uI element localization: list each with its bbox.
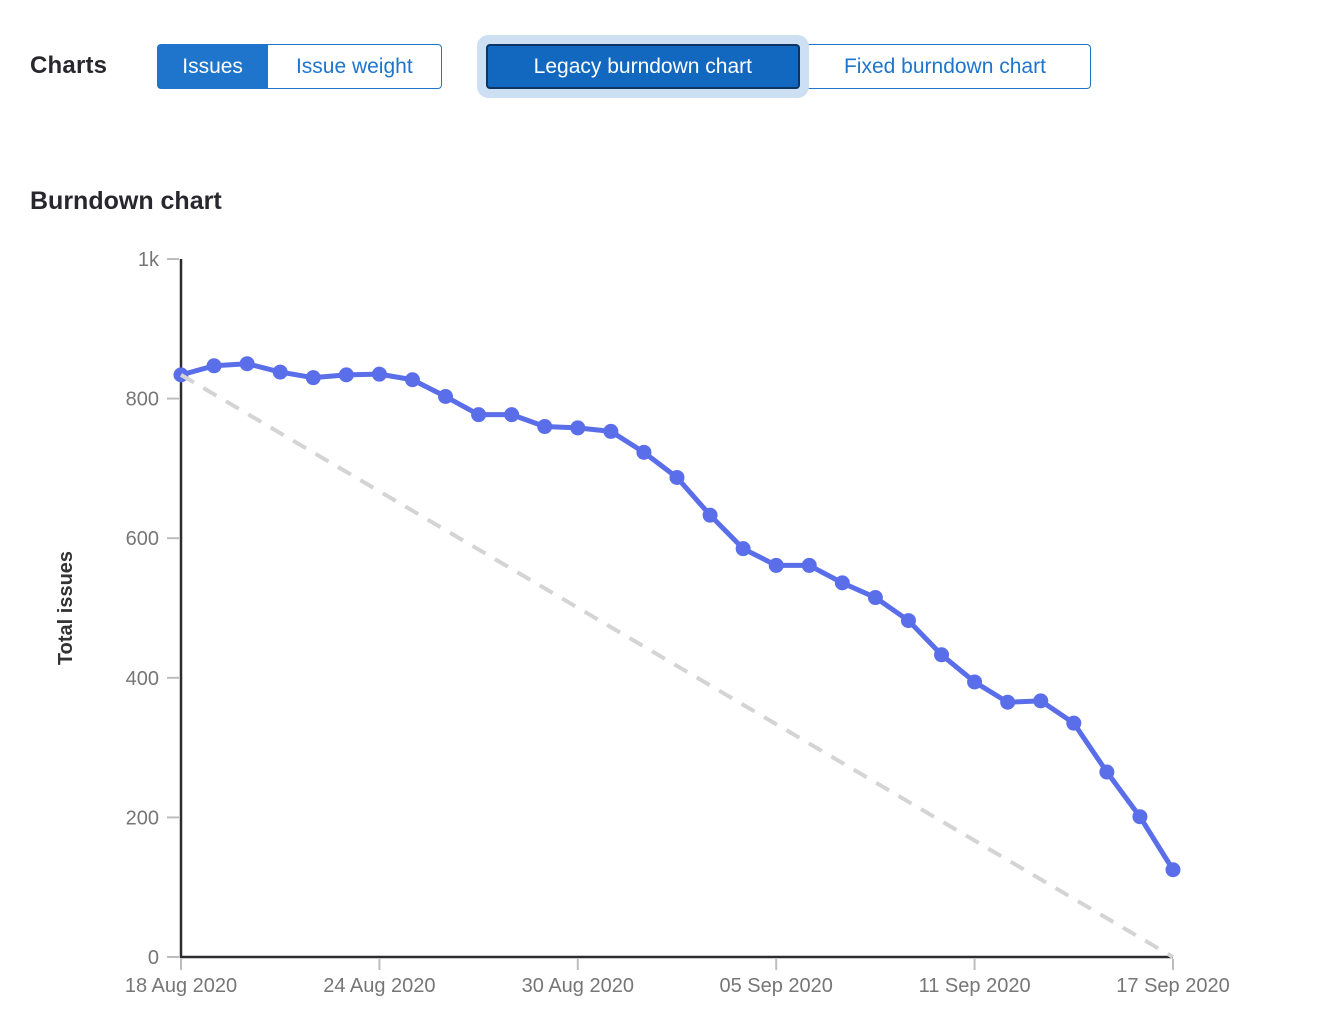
data-point[interactable] [1033,693,1049,709]
burndown-chart[interactable]: 0 200 400 600 800 1k 18 Aug 2020 24 Aug 2020 30 … [0,230,1326,1020]
issue-weight-toggle-button[interactable]: Issue weight [266,43,442,89]
y-axis-tick-label: 600 [126,528,159,550]
data-point[interactable] [239,356,255,372]
data-point[interactable] [636,444,652,460]
data-point[interactable] [504,407,520,423]
charts-header: Charts Issues Issue weight Legacy burndo… [30,40,1091,92]
metric-toggle-group: Issues Issue weight [157,43,442,89]
data-point[interactable] [338,367,354,383]
data-point[interactable] [371,366,387,382]
issues-toggle-button[interactable]: Issues [157,43,267,89]
x-axis-tick-label: 24 Aug 2020 [323,975,435,997]
data-point[interactable] [768,557,784,573]
fixed-burndown-chart-button[interactable]: Fixed burndown chart [799,43,1091,89]
data-point[interactable] [603,423,619,439]
data-point[interactable] [570,420,586,436]
burndown-chart-canvas[interactable]: 0 200 400 600 800 1k 18 Aug 2020 24 Aug 2020 30 … [0,230,1326,1020]
data-point[interactable] [702,507,718,523]
x-axis-tick-label: 05 Sep 2020 [719,975,832,997]
data-point[interactable] [272,364,288,380]
data-point[interactable] [1132,809,1148,825]
data-point[interactable] [834,575,850,591]
y-axis-tick-label: 800 [126,389,159,411]
data-point[interactable] [1099,764,1115,780]
data-point[interactable] [900,613,916,629]
x-axis-tick-label: 30 Aug 2020 [522,975,634,997]
data-point[interactable] [934,647,950,663]
legacy-burndown-chart-button[interactable]: Legacy burndown chart [485,43,800,89]
data-point[interactable] [735,541,751,557]
data-point[interactable] [1000,694,1016,710]
x-axis-tick-label: 17 Sep 2020 [1116,975,1229,997]
y-axis-tick-label: 1k [138,249,160,271]
data-point[interactable] [967,674,983,690]
y-axis-title: Total issues [55,551,77,665]
charts-label: Charts [30,52,108,79]
y-axis-tick-label: 400 [126,668,159,690]
chart-type-toggle-group: Legacy burndown chart Fixed burndown cha… [485,43,1091,89]
x-axis-tick-label: 18 Aug 2020 [125,975,237,997]
data-point[interactable] [801,557,817,573]
data-point[interactable] [1066,715,1082,731]
data-point[interactable] [404,372,420,388]
data-point[interactable] [206,358,222,374]
data-point[interactable] [471,407,487,423]
burndown-chart-title: Burndown chart [30,186,222,215]
data-point[interactable] [1165,862,1181,878]
x-axis-tick-label: 11 Sep 2020 [919,975,1031,997]
data-point[interactable] [867,590,883,606]
burndown-line [178,361,1176,873]
data-point[interactable] [438,389,454,405]
data-point[interactable] [669,469,685,485]
axis-lines [179,259,1173,959]
y-axis-tick-label: 200 [126,807,159,829]
y-axis-tick-label: 0 [148,947,159,969]
guideline [179,373,1175,959]
data-point[interactable] [305,370,321,386]
data-point[interactable] [537,419,553,435]
